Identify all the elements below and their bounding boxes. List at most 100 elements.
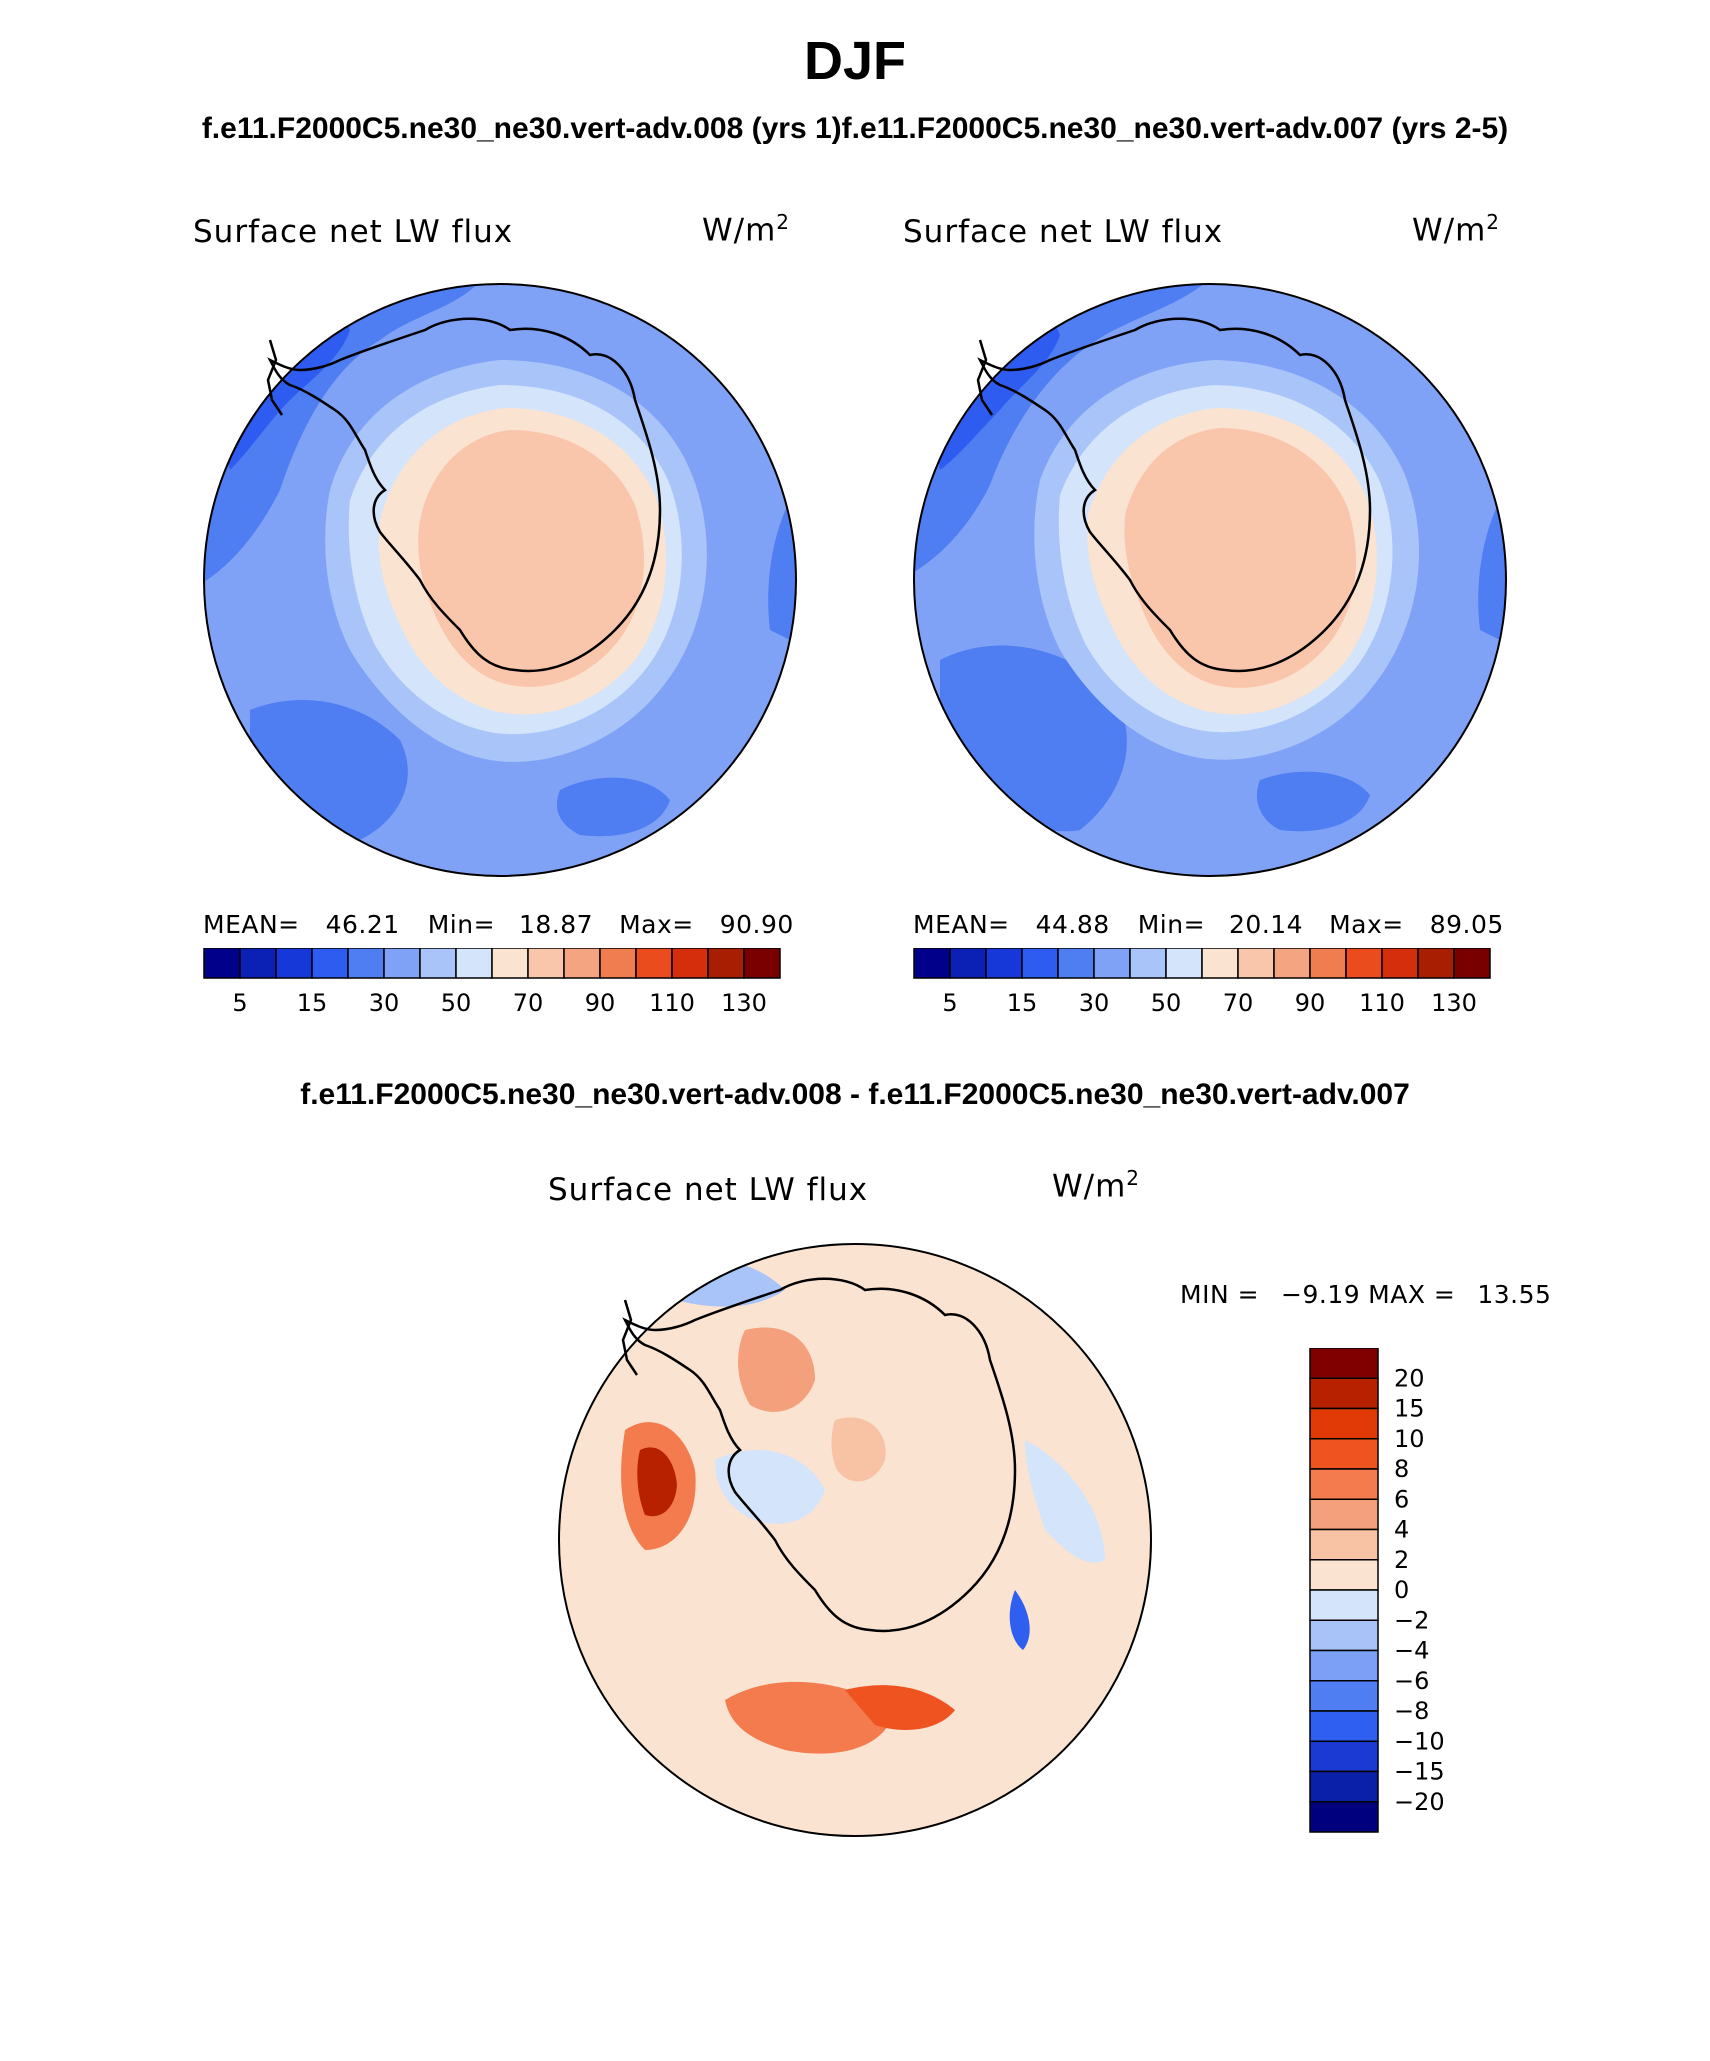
panel2-colorbar-box bbox=[1345, 948, 1383, 979]
panel3-colorbar-box bbox=[1309, 1468, 1379, 1500]
panel1-mean-value: 46.21 bbox=[325, 910, 400, 939]
panel3-colorbar-tick-label: 4 bbox=[1394, 1516, 1409, 1544]
panel2-mean-value: 44.88 bbox=[1035, 910, 1110, 939]
panel1-colorbar-box bbox=[563, 948, 601, 979]
panel3-colorbar-box bbox=[1309, 1710, 1379, 1742]
panel3-colorbar-tick-label: 2 bbox=[1394, 1546, 1409, 1574]
panel3-colorbar-box bbox=[1309, 1559, 1379, 1591]
panel1-colorbar-box bbox=[599, 948, 637, 979]
panel2-map bbox=[913, 283, 1507, 877]
panel2-units-exponent: 2 bbox=[1486, 210, 1501, 234]
panel3-colorbar-box bbox=[1309, 1589, 1379, 1621]
panel1-colorbar-tick-label: 30 bbox=[369, 989, 400, 1017]
panel3-colorbar-tick-label: −2 bbox=[1394, 1606, 1429, 1634]
panel3-map bbox=[558, 1243, 1152, 1837]
panel1-stats: MEAN= 46.21 Min= 18.87 Max= 90.90 bbox=[203, 910, 794, 939]
subtitle-left: f.e11.F2000C5.ne30_ne30.vert-adv.008 (yr… bbox=[201, 112, 842, 145]
panel2-min-label: Min= bbox=[1137, 910, 1206, 939]
panel2-coastline-antarctica bbox=[977, 317, 1372, 673]
panel1-contours bbox=[204, 284, 796, 876]
panel1-mean-label: MEAN= bbox=[203, 910, 300, 939]
panel2-colorbar: 5 15 30 50 70 90 110 130 bbox=[913, 948, 1491, 1017]
panel2-map-border bbox=[913, 283, 1507, 877]
panel2-colorbar-box bbox=[1165, 948, 1203, 979]
panel1-colorbar-tick-label: 50 bbox=[441, 989, 472, 1017]
panel2-colorbar-tick-label: 50 bbox=[1151, 989, 1182, 1017]
panel1-colorbar-tick-label: 5 bbox=[232, 989, 247, 1017]
figure-title: DJF bbox=[803, 31, 906, 91]
panel3-colorbar-box bbox=[1309, 1528, 1379, 1561]
panel3-colorbar-box bbox=[1309, 1377, 1379, 1410]
panel1-map bbox=[203, 283, 797, 877]
panel2-colorbar-labels: 5 15 30 50 70 90 110 130 bbox=[942, 989, 1477, 1017]
panel1-colorbar-tick-label: 130 bbox=[721, 989, 767, 1017]
panel1-units: W/m2 bbox=[702, 210, 790, 248]
panel3-contours bbox=[559, 1244, 1151, 1836]
panel2-colorbar-box bbox=[1201, 948, 1239, 979]
panel2-fill-70-80 bbox=[1124, 428, 1357, 688]
panel2-colorbar-box bbox=[1309, 948, 1347, 979]
panel2-colorbar-tick-label: 15 bbox=[1007, 989, 1038, 1017]
panel2-colorbar-box bbox=[1381, 948, 1419, 979]
panel2-colorbar-box bbox=[1237, 948, 1275, 979]
panel1-coastline-peninsula bbox=[266, 339, 284, 416]
panel2-mean-label: MEAN= bbox=[913, 910, 1010, 939]
panel2-min-value: 20.14 bbox=[1229, 910, 1304, 939]
panel1-colorbar-box bbox=[743, 948, 781, 979]
comparison-subtitle: f.e11.F2000C5.ne30_ne30.vert-adv.008 (yr… bbox=[0, 112, 1710, 146]
panel3-stats: MIN = −9.19 MAX = 13.55 bbox=[1180, 1280, 1551, 1309]
panel3-max-label: MAX = bbox=[1368, 1280, 1456, 1309]
panel1-colorbar-box bbox=[239, 948, 277, 979]
panel3-fill-pos-n bbox=[738, 1327, 815, 1412]
panel3-units-exponent: 2 bbox=[1126, 1166, 1141, 1190]
panel2-colorbar-tick-label: 90 bbox=[1295, 989, 1326, 1017]
panel3-colorbar-box bbox=[1309, 1740, 1379, 1773]
panel2-colorbar-tick-label: 5 bbox=[942, 989, 957, 1017]
panel1-colorbar-boxes bbox=[203, 948, 781, 979]
panel3-colorbar-tick-label: −6 bbox=[1394, 1667, 1429, 1695]
panel1-colorbar-box bbox=[707, 948, 745, 979]
panel3-colorbar-boxes bbox=[1309, 1348, 1379, 1833]
panel1-map-border bbox=[203, 283, 797, 877]
panel3-units-base: W/m bbox=[1052, 1168, 1127, 1205]
panel3-colorbar-tick-label: 6 bbox=[1394, 1485, 1409, 1513]
panel3-colorbar-box bbox=[1309, 1680, 1379, 1712]
panel2-colorbar-tick-label: 70 bbox=[1223, 989, 1254, 1017]
panel3-fill-pos-s bbox=[725, 1681, 895, 1754]
panel1-colorbar-box bbox=[419, 948, 457, 979]
panel3-fill-pos-interior bbox=[831, 1417, 886, 1482]
panel1-colorbar-box bbox=[383, 948, 421, 979]
panel1-colorbar-tick-label: 110 bbox=[649, 989, 695, 1017]
panel2-fill-20-30-s bbox=[1256, 771, 1370, 832]
panel3-colorbar-box bbox=[1309, 1619, 1379, 1652]
panel1-coastline-antarctica bbox=[267, 317, 662, 673]
panel1-colorbar-labels: 5 15 30 50 70 90 110 130 bbox=[232, 989, 767, 1017]
panel2-colorbar-tick-label: 130 bbox=[1431, 989, 1477, 1017]
panel3-colorbar-tick-label: 15 bbox=[1394, 1395, 1425, 1423]
panel1-fill-20-30-e bbox=[768, 500, 796, 640]
panel2-colorbar-box bbox=[1273, 948, 1311, 979]
panel3-fill-pos-w-peak bbox=[637, 1447, 677, 1517]
panel3-colorbar-tick-label: 8 bbox=[1394, 1455, 1409, 1483]
panel2-variable-label: Surface net LW flux bbox=[903, 214, 1224, 250]
panel2-colorbar-box bbox=[1093, 948, 1131, 979]
panel3-colorbar-box bbox=[1309, 1498, 1379, 1531]
panel3-colorbar-tick-label: −15 bbox=[1394, 1758, 1445, 1786]
panel3-colorbar-tick-label: 0 bbox=[1394, 1576, 1409, 1604]
panel2-stats: MEAN= 44.88 Min= 20.14 Max= 89.05 bbox=[913, 910, 1504, 939]
panel3-map-border bbox=[558, 1243, 1152, 1837]
panel1-min-label: Min= bbox=[427, 910, 496, 939]
panel1-colorbar-box bbox=[635, 948, 673, 979]
panel1-colorbar-box bbox=[275, 948, 313, 979]
difference-title: f.e11.F2000C5.ne30_ne30.vert-adv.008 - f… bbox=[300, 1078, 1410, 1111]
panel1-fill-20-30-sw bbox=[250, 700, 408, 840]
panel3-colorbar-tick-label: −8 bbox=[1394, 1697, 1429, 1725]
panel2-colorbar-box bbox=[913, 948, 951, 979]
panel2-colorbar-boxes bbox=[913, 948, 1491, 979]
panel2-units: W/m2 bbox=[1412, 210, 1500, 248]
panel2-colorbar-tick-label: 110 bbox=[1359, 989, 1405, 1017]
panel2-max-value: 89.05 bbox=[1429, 910, 1504, 939]
panel3-colorbar-box bbox=[1309, 1770, 1379, 1803]
panel1-colorbar-box bbox=[347, 948, 385, 979]
